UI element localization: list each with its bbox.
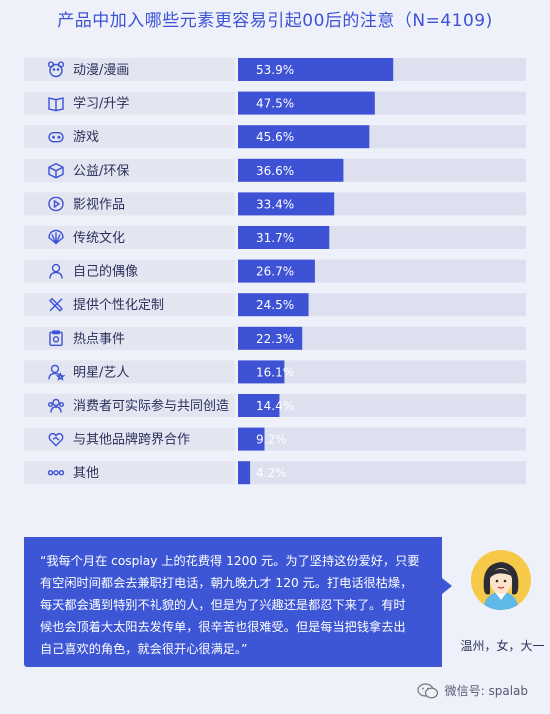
category-label: 消费者可实际参与共同创造 — [73, 398, 229, 414]
value-label: 22.3% — [256, 332, 294, 346]
category-label: 热点事件 — [73, 332, 125, 347]
footer-text: 微信号: spalab — [444, 684, 528, 698]
chart-row: 影视作品 33.4% — [24, 192, 526, 216]
bar — [238, 326, 303, 350]
chart-row: 与其他品牌跨界合作 9.2% — [24, 427, 526, 451]
bar-track — [238, 326, 526, 350]
category-panel — [24, 125, 235, 149]
category-label: 明星/艺人 — [73, 365, 129, 380]
category-panel — [24, 326, 235, 350]
category-label: 提供个性化定制 — [73, 297, 164, 313]
category-panel — [24, 394, 235, 417]
bar — [238, 427, 265, 451]
category-label: 学习/升学 — [73, 96, 129, 112]
category-label: 动漫/漫画 — [73, 63, 129, 78]
category-panel — [24, 360, 235, 384]
category-panel — [24, 91, 235, 115]
bar — [238, 226, 330, 249]
bar — [238, 259, 315, 283]
fan-icon — [48, 229, 64, 245]
heart-handshake-icon — [48, 432, 64, 447]
value-label: 47.5% — [256, 97, 294, 111]
chart-row: 学习/升学 47.5% — [24, 91, 526, 115]
bar — [238, 360, 285, 384]
quote-line: 有空闲时间都会去兼职打电话，朝九晚九才 120 元。打电话很枯燥， — [40, 576, 413, 590]
dots-icon — [47, 470, 65, 476]
bar — [238, 158, 344, 182]
category-label: 自己的偶像 — [73, 264, 138, 280]
category-label: 公益/环保 — [73, 164, 129, 179]
wechat-icon — [417, 682, 438, 698]
group-icon — [48, 398, 64, 413]
person-icon — [49, 263, 63, 279]
chart-row: 传统文化 31.7% — [24, 226, 526, 249]
value-label: 53.9% — [256, 63, 294, 77]
bar — [238, 394, 280, 417]
bar — [238, 293, 309, 317]
category-panel — [24, 427, 235, 451]
value-label: 31.7% — [256, 231, 294, 245]
value-label: 26.7% — [256, 265, 294, 279]
bar — [238, 58, 394, 81]
category-panel — [24, 192, 235, 216]
star-person-icon — [48, 364, 66, 381]
bar — [238, 461, 251, 485]
category-panel — [24, 259, 235, 283]
chart-row: 游戏 45.6% — [24, 125, 526, 149]
value-label: 14.4% — [256, 399, 294, 413]
chart-row: 动漫/漫画 53.9% — [24, 58, 526, 81]
quote-line: 自己喜欢的角色，就会很开心很满足。” — [40, 642, 248, 656]
person-caption: 温州，女，大一 — [460, 639, 545, 653]
category-panel — [24, 158, 235, 182]
quote-pointer — [442, 578, 452, 594]
avatar — [471, 550, 531, 610]
category-label: 与其他品牌跨界合作 — [73, 432, 190, 448]
book-icon — [48, 97, 64, 112]
category-panel — [24, 461, 235, 485]
category-label: 游戏 — [73, 130, 99, 145]
chart-row: 消费者可实际参与共同创造 14.4% — [24, 394, 526, 417]
bar-track — [238, 394, 526, 417]
footer: 微信号: spalab — [417, 682, 528, 699]
chart-row: 自己的偶像 26.7% — [24, 259, 526, 283]
value-label: 4.2% — [256, 466, 287, 480]
category-panel — [24, 58, 235, 81]
chart-row: 其他 4.2% — [24, 461, 526, 485]
quote-line: 候也会顶着大太阳去发传单，很辛苦也很难受。但是每当把钱拿去出 — [40, 620, 406, 634]
chart-row: 热点事件 22.3% — [24, 326, 526, 350]
value-label: 9.2% — [256, 433, 287, 447]
quote-box: “我每个月在 cosplay 上的花费得 1200 元。为了坚持这份爱好，只要 … — [24, 537, 442, 667]
value-label: 24.5% — [256, 298, 294, 312]
bar-track — [238, 360, 526, 384]
gamepad-icon — [48, 131, 64, 143]
bar — [238, 125, 370, 149]
bar — [238, 91, 375, 115]
tools-icon — [49, 297, 63, 312]
box-icon — [48, 163, 64, 179]
bar-track — [238, 427, 526, 451]
quote-line: “我每个月在 cosplay 上的花费得 1200 元。为了坚持这份爱好，只要 — [40, 554, 420, 568]
value-label: 45.6% — [256, 130, 294, 144]
bar-chart: 动漫/漫画 53.9% 学习/升学 47.5% 游戏 45.6% 公益/环保 36.6% 影视作… — [24, 58, 526, 485]
bar-track — [238, 293, 526, 317]
value-label: 33.4% — [256, 197, 294, 211]
chart-title: 产品中加入哪些元素更容易引起00后的注意（N=4109) — [57, 11, 493, 31]
value-label: 16.1% — [256, 365, 294, 379]
bar-track — [238, 461, 526, 485]
category-label: 其他 — [73, 466, 99, 481]
chart-row: 明星/艺人 16.1% — [24, 360, 526, 384]
category-label: 传统文化 — [73, 231, 125, 246]
chart-row: 提供个性化定制 24.5% — [24, 293, 526, 317]
bar — [238, 192, 335, 216]
category-label: 影视作品 — [73, 197, 125, 212]
clipboard-icon — [49, 330, 63, 346]
play-icon — [48, 196, 64, 212]
category-panel — [24, 293, 235, 317]
bear-icon — [47, 61, 65, 78]
category-panel — [24, 226, 235, 249]
quote-line: 每天都会遇到特别不礼貌的人，但是为了兴趣还是都忍下来了。有时 — [40, 598, 406, 612]
chart-row: 公益/环保 36.6% — [24, 158, 526, 182]
value-label: 36.6% — [256, 164, 294, 178]
